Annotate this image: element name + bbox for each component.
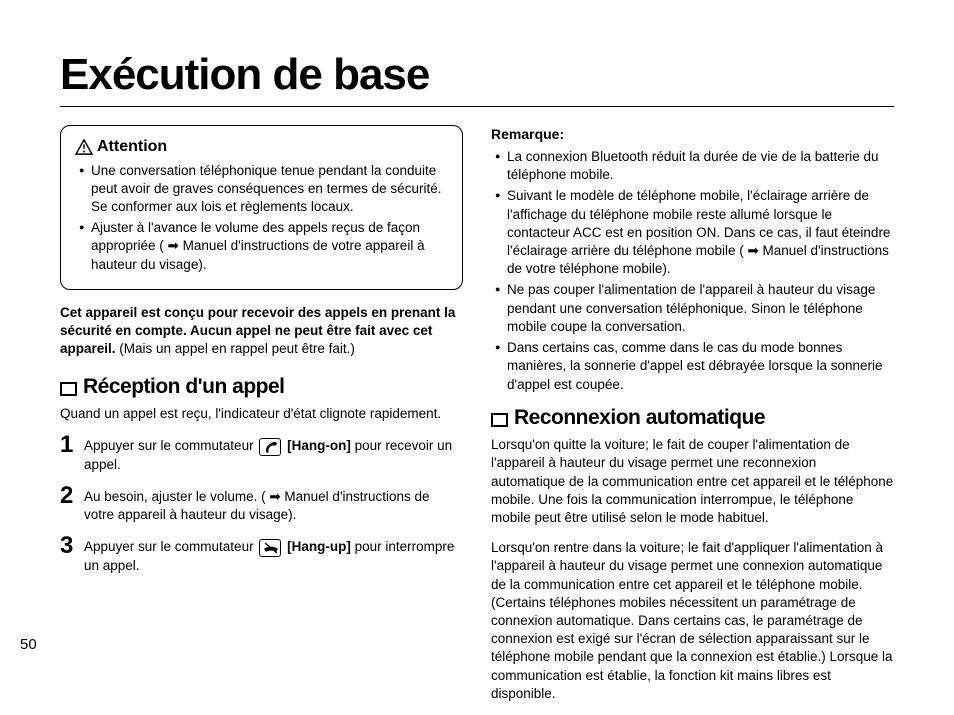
reception-heading-text: Réception d'un appel (83, 373, 285, 401)
page-number: 50 (20, 636, 37, 653)
step3-pre: Appuyer sur le commutateur (84, 539, 257, 554)
reconnexion-heading: Reconnexion automatique (491, 404, 894, 432)
reception-heading: Réception d'un appel (60, 373, 463, 401)
step3-bold: [Hang-up] (287, 539, 351, 554)
step-text: Appuyer sur le commutateur [Hang-up] pou… (84, 534, 463, 575)
step-number: 2 (60, 484, 78, 508)
intro-rest: (Mais un appel en rappel peut être fait.… (116, 341, 355, 356)
step-3: 3 Appuyer sur le commutateur [Hang-up] p… (60, 534, 463, 575)
attention-bullet: Ajuster à l'avance le volume des appels … (79, 219, 448, 274)
step-number: 1 (60, 433, 78, 457)
reconnexion-heading-text: Reconnexion automatique (514, 404, 765, 432)
remarque-bullet: La connexion Bluetooth réduit la durée d… (495, 148, 894, 184)
attention-box: Attention Une conversation téléphonique … (60, 125, 463, 290)
step1-bold: [Hang-on] (287, 438, 351, 453)
remarque-title: Remarque: (491, 125, 894, 144)
reconnexion-para2: Lorsqu'on rentre dans la voiture; le fai… (491, 539, 894, 703)
intro-text: Cet appareil est conçu pour recevoir des… (60, 304, 463, 359)
attention-bullet: Une conversation téléphonique tenue pend… (79, 162, 448, 217)
step-text: Appuyer sur le commutateur [Hang-on] pou… (84, 433, 463, 474)
section-box-icon (60, 382, 77, 396)
attention-bullets: Une conversation téléphonique tenue pend… (75, 162, 448, 274)
remarque-bullet: Dans certains cas, comme dans le cas du … (495, 339, 894, 394)
hang-up-icon (259, 539, 281, 557)
hang-on-icon (259, 438, 281, 456)
remarque-bullet: Ne pas couper l'alimentation de l'appare… (495, 281, 894, 336)
step-text: Au besoin, ajuster le volume. ( ➡ Manuel… (84, 484, 463, 524)
step-1: 1 Appuyer sur le commutateur [Hang-on] p… (60, 433, 463, 474)
remarque-bullet: Suivant le modèle de téléphone mobile, l… (495, 187, 894, 278)
attention-heading: Attention (75, 136, 448, 158)
warning-icon (75, 139, 93, 155)
left-column: Attention Une conversation téléphonique … (60, 125, 463, 715)
attention-title-text: Attention (97, 136, 167, 158)
page-title: Exécution de base (60, 50, 894, 100)
step1-pre: Appuyer sur le commutateur (84, 438, 257, 453)
steps-list: 1 Appuyer sur le commutateur [Hang-on] p… (60, 433, 463, 575)
section-box-icon (491, 413, 508, 427)
two-column-layout: Attention Une conversation téléphonique … (60, 125, 894, 715)
step-number: 3 (60, 534, 78, 558)
title-rule (60, 106, 894, 107)
right-column: Remarque: La connexion Bluetooth réduit … (491, 125, 894, 715)
step-2: 2 Au besoin, ajuster le volume. ( ➡ Manu… (60, 484, 463, 524)
reconnexion-para1: Lorsqu'on quitte la voiture; le fait de … (491, 436, 894, 527)
reception-intro: Quand un appel est reçu, l'indicateur d'… (60, 405, 463, 423)
remarque-bullets: La connexion Bluetooth réduit la durée d… (491, 148, 894, 394)
